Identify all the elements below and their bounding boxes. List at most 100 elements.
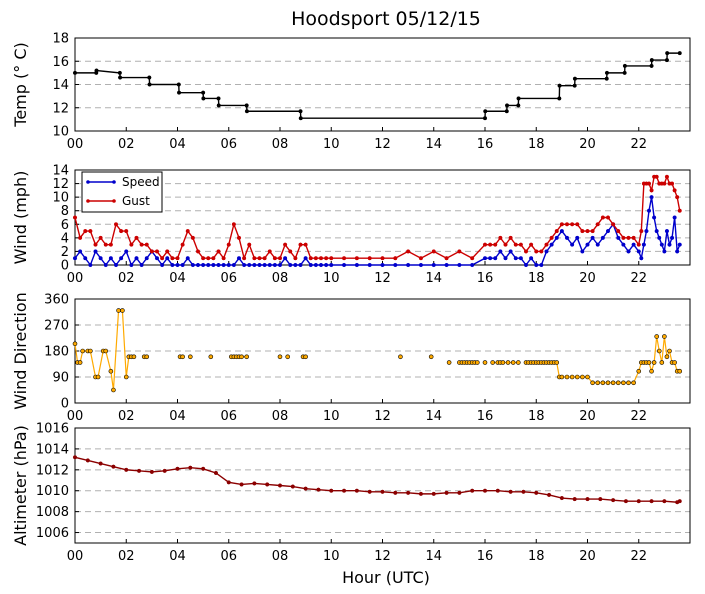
data-point xyxy=(498,249,503,254)
data-point xyxy=(283,256,288,261)
data-point xyxy=(622,70,627,75)
y-axis-label: Wind Direction xyxy=(11,292,30,410)
data-point xyxy=(503,242,508,247)
data-point xyxy=(329,262,334,268)
data-point xyxy=(93,249,98,254)
data-point xyxy=(644,229,649,234)
data-point xyxy=(580,249,585,254)
data-point xyxy=(654,229,659,234)
data-point xyxy=(504,109,509,114)
data-point xyxy=(267,249,272,254)
data-point xyxy=(242,262,247,268)
data-point xyxy=(367,262,372,268)
data-point xyxy=(94,68,99,73)
data-point xyxy=(265,482,270,487)
data-point xyxy=(505,360,511,365)
data-point xyxy=(147,75,152,80)
data-point xyxy=(654,334,659,339)
y-axis-label: Altimeter (hPa) xyxy=(11,425,30,546)
data-point xyxy=(123,374,129,380)
data-point xyxy=(431,491,436,496)
data-point xyxy=(244,109,249,114)
legend: Speed Gust xyxy=(81,171,163,213)
data-point xyxy=(165,249,170,254)
data-point xyxy=(131,354,137,360)
data-point xyxy=(162,468,167,473)
data-point xyxy=(621,235,626,240)
data-point xyxy=(482,242,488,247)
data-point xyxy=(564,374,570,380)
data-point xyxy=(201,96,206,101)
y-tick-label: 18 xyxy=(52,32,69,47)
data-point xyxy=(457,262,462,268)
data-point xyxy=(631,380,636,386)
data-point xyxy=(103,242,108,247)
data-point xyxy=(574,374,580,380)
data-point xyxy=(665,51,670,56)
legend-entry: Gust xyxy=(122,194,150,208)
data-point xyxy=(570,242,575,247)
data-point xyxy=(600,235,605,240)
data-point xyxy=(626,249,631,254)
data-point xyxy=(342,488,347,493)
data-point xyxy=(211,256,216,261)
data-point xyxy=(324,256,329,261)
data-point xyxy=(508,235,513,240)
data-point xyxy=(154,256,160,261)
x-tick-label: 08 xyxy=(272,549,289,564)
data-point xyxy=(549,235,554,240)
data-point xyxy=(108,368,114,374)
data-point xyxy=(626,235,631,240)
data-point xyxy=(257,262,262,268)
x-tick-label: 08 xyxy=(272,271,289,286)
data-point xyxy=(144,354,150,360)
data-point xyxy=(393,490,398,495)
data-point xyxy=(231,222,236,227)
data-point xyxy=(446,360,452,365)
data-point xyxy=(247,262,252,268)
x-tick-label: 04 xyxy=(169,409,186,424)
data-point xyxy=(516,103,521,108)
y-tick-label: 0 xyxy=(61,397,69,412)
data-point xyxy=(188,465,193,470)
data-point xyxy=(513,256,518,261)
data-point xyxy=(283,242,288,247)
x-tick-label: 04 xyxy=(169,549,186,564)
data-point xyxy=(354,256,359,261)
data-point xyxy=(431,262,436,268)
y-tick-label: 2 xyxy=(61,245,69,260)
data-point xyxy=(575,222,580,227)
legend-entry: Speed xyxy=(122,175,160,189)
data-point xyxy=(119,256,124,261)
data-point xyxy=(659,360,665,365)
data-point xyxy=(88,262,93,268)
data-point xyxy=(252,256,257,261)
data-point xyxy=(398,354,403,360)
x-tick-label: 22 xyxy=(630,549,647,564)
data-point xyxy=(293,256,298,261)
series-0 xyxy=(72,51,682,121)
y-tick-label: 12 xyxy=(52,177,69,192)
data-point xyxy=(190,235,195,240)
data-point xyxy=(216,96,221,101)
data-point xyxy=(572,497,577,502)
data-point xyxy=(129,242,134,247)
data-point xyxy=(318,256,324,261)
data-point xyxy=(554,360,560,365)
data-point xyxy=(610,380,616,386)
data-point xyxy=(406,262,411,268)
data-point xyxy=(677,208,682,213)
data-point xyxy=(672,215,677,220)
data-point xyxy=(482,116,488,121)
x-tick-label: 06 xyxy=(220,549,237,564)
x-tick-label: 06 xyxy=(220,137,237,152)
x-tick-label: 10 xyxy=(323,271,340,286)
data-point xyxy=(488,256,493,261)
data-point xyxy=(559,222,564,227)
data-point xyxy=(77,360,83,365)
x-tick-label: 12 xyxy=(374,409,391,424)
y-tick-label: 4 xyxy=(61,231,69,246)
data-point xyxy=(590,229,595,234)
legend-marker xyxy=(86,199,90,203)
series-line xyxy=(74,174,681,261)
